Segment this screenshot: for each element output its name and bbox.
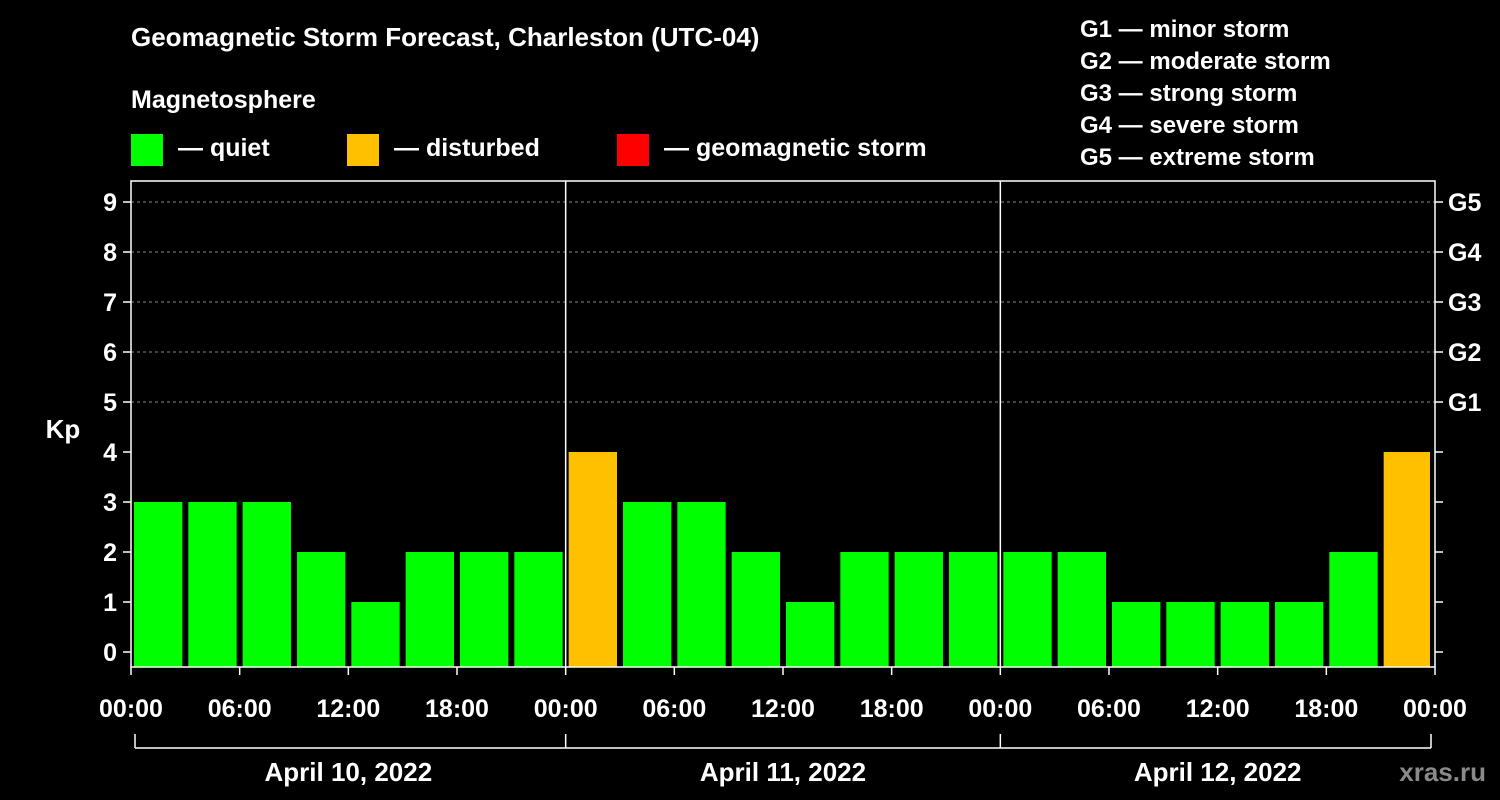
storm-level-label: G1 bbox=[1448, 389, 1481, 417]
x-tick-label: 12:00 bbox=[751, 695, 815, 723]
storm-level-label: G2 bbox=[1448, 339, 1481, 367]
x-tick-label: 18:00 bbox=[1294, 695, 1358, 723]
y-axis-label: Kp bbox=[46, 414, 81, 444]
y-tick-label: 3 bbox=[103, 489, 117, 517]
storm-scale-g1: G1 — minor storm bbox=[1080, 16, 1290, 43]
chart-title: Geomagnetic Storm Forecast, Charleston (… bbox=[131, 22, 760, 52]
kp-bar bbox=[351, 602, 400, 667]
y-tick-label: 5 bbox=[103, 389, 117, 417]
y-tick-label: 2 bbox=[103, 539, 117, 567]
day-label: April 12, 2022 bbox=[1134, 757, 1302, 787]
y-tick-label: 8 bbox=[103, 239, 117, 267]
legend-subtitle: Magnetosphere bbox=[131, 86, 316, 114]
kp-bar bbox=[188, 502, 237, 667]
kp-bar bbox=[1275, 602, 1324, 667]
kp-bar bbox=[1220, 602, 1269, 667]
kp-bar bbox=[134, 502, 183, 667]
kp-bar bbox=[840, 552, 889, 667]
storm-scale-g3: G3 — strong storm bbox=[1080, 80, 1298, 107]
day-label: April 11, 2022 bbox=[700, 757, 866, 787]
legend-disturbed-swatch bbox=[347, 134, 379, 166]
storm-scale-legend: G1 — minor storm G2 — moderate storm G3 … bbox=[1080, 14, 1331, 174]
kp-bar bbox=[949, 552, 998, 667]
x-tick-label: 00:00 bbox=[968, 695, 1032, 723]
kp-bar bbox=[1057, 552, 1106, 667]
x-tick-label: 00:00 bbox=[1403, 695, 1467, 723]
legend-disturbed-label: — disturbed bbox=[394, 134, 540, 162]
y-tick-label: 0 bbox=[103, 639, 117, 667]
kp-bar bbox=[568, 452, 617, 667]
storm-scale-g4: G4 — severe storm bbox=[1080, 112, 1299, 139]
y-tick-label: 4 bbox=[103, 439, 117, 467]
storm-level-label: G3 bbox=[1448, 289, 1481, 317]
x-tick-label: 06:00 bbox=[642, 695, 706, 723]
storm-level-label: G5 bbox=[1448, 189, 1481, 217]
x-tick-label: 12:00 bbox=[1186, 695, 1250, 723]
kp-bar bbox=[677, 502, 726, 667]
x-tick-label: 18:00 bbox=[860, 695, 924, 723]
day-label: April 10, 2022 bbox=[265, 757, 433, 787]
y-tick-label: 9 bbox=[103, 189, 117, 217]
kp-bar bbox=[731, 552, 780, 667]
x-tick-label: 18:00 bbox=[425, 695, 489, 723]
legend-storm-swatch bbox=[617, 134, 649, 166]
kp-bar bbox=[405, 552, 454, 667]
kp-bar bbox=[1112, 602, 1161, 667]
kp-bar bbox=[297, 552, 346, 667]
kp-bar bbox=[1383, 452, 1430, 667]
kp-bar bbox=[460, 552, 509, 667]
x-tick-label: 00:00 bbox=[99, 695, 163, 723]
x-tick-label: 06:00 bbox=[208, 695, 272, 723]
kp-bar bbox=[894, 552, 943, 667]
legend-quiet-swatch bbox=[131, 134, 163, 166]
kp-bar bbox=[514, 552, 563, 667]
kp-bar bbox=[786, 602, 835, 667]
kp-bar bbox=[1329, 552, 1378, 667]
storm-scale-g2: G2 — moderate storm bbox=[1080, 48, 1331, 75]
watermark: xras.ru bbox=[1399, 757, 1486, 787]
legend-quiet-label: — quiet bbox=[178, 134, 270, 162]
storm-level-label: G4 bbox=[1448, 239, 1481, 267]
kp-bar bbox=[623, 502, 672, 667]
y-tick-label: 7 bbox=[103, 289, 117, 317]
kp-bar bbox=[242, 502, 291, 667]
x-tick-label: 12:00 bbox=[316, 695, 380, 723]
storm-scale-g5: G5 — extreme storm bbox=[1080, 144, 1315, 171]
y-tick-label: 6 bbox=[103, 339, 117, 367]
x-tick-label: 00:00 bbox=[534, 695, 598, 723]
kp-bar bbox=[1166, 602, 1215, 667]
y-tick-label: 1 bbox=[103, 589, 117, 617]
kp-bar bbox=[1003, 552, 1052, 667]
legend-storm-label: — geomagnetic storm bbox=[664, 134, 927, 162]
x-tick-label: 06:00 bbox=[1077, 695, 1141, 723]
